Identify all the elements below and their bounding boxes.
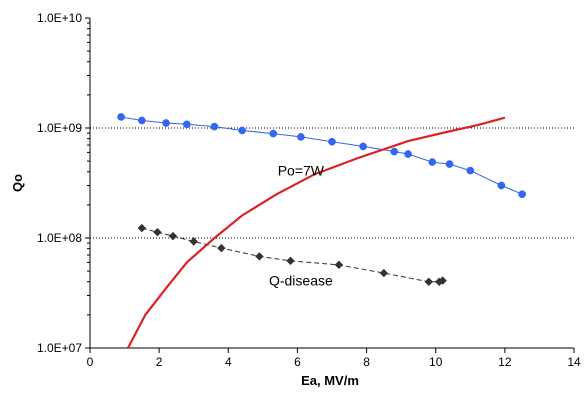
data-point: [162, 119, 170, 127]
data-point: [445, 160, 454, 168]
x-tick-label: 12: [498, 355, 512, 369]
data-point: [269, 129, 278, 138]
x-tick-label: 14: [567, 355, 581, 369]
data-point: [217, 243, 226, 253]
data-point: [182, 120, 191, 129]
data-point: [168, 231, 178, 241]
data-point: [238, 126, 246, 135]
y-tick-label: 1.0E+07: [37, 341, 82, 355]
y-axis-title: Qo: [10, 174, 25, 192]
data-point: [210, 122, 219, 131]
data-point: [518, 190, 526, 199]
data-point: [428, 158, 437, 166]
data-point: [390, 147, 399, 156]
y-tick-label: 1.0E+09: [37, 121, 82, 135]
annotations: Po=7W Q-disease: [269, 163, 333, 289]
x-axis-title: Ea, MV/m: [301, 373, 359, 388]
data-point: [137, 223, 147, 233]
plot-area: [90, 18, 574, 348]
data-point: [138, 116, 146, 125]
data-point: [189, 237, 198, 246]
x-tick-label: 6: [294, 355, 301, 369]
data-point: [328, 137, 336, 146]
annotation-label: Q-disease: [269, 273, 333, 289]
data-point: [359, 142, 367, 151]
data-point: [497, 181, 506, 190]
data-point: [404, 150, 412, 158]
x-tick-label: 0: [87, 355, 94, 369]
x-tick-label: 10: [429, 355, 443, 369]
data-point: [255, 252, 264, 261]
series-line: [127, 116, 506, 349]
y-tick-label: 1.0E+10: [37, 11, 82, 25]
x-tick-label: 2: [156, 355, 163, 369]
ticks: 1.0E+07 1.0E+08 1.0E+09 1.0E+10 0 2 4 6 8 10 12 14: [37, 11, 581, 369]
x-tick-label: 8: [363, 355, 370, 369]
data-point: [297, 133, 305, 141]
series-group: [117, 113, 526, 349]
data-point: [286, 256, 295, 266]
data-point: [334, 260, 344, 270]
data-point: [117, 113, 125, 121]
data-point: [379, 268, 389, 278]
data-point: [424, 277, 433, 286]
series-line: [141, 227, 443, 283]
x-tick-label: 4: [225, 355, 232, 369]
axes: [89, 18, 574, 349]
data-point: [466, 166, 475, 175]
annotation-label: Po=7W: [278, 163, 325, 179]
data-point: [153, 227, 162, 237]
y-tick-label: 1.0E+08: [37, 231, 82, 245]
data-point: [438, 276, 447, 285]
